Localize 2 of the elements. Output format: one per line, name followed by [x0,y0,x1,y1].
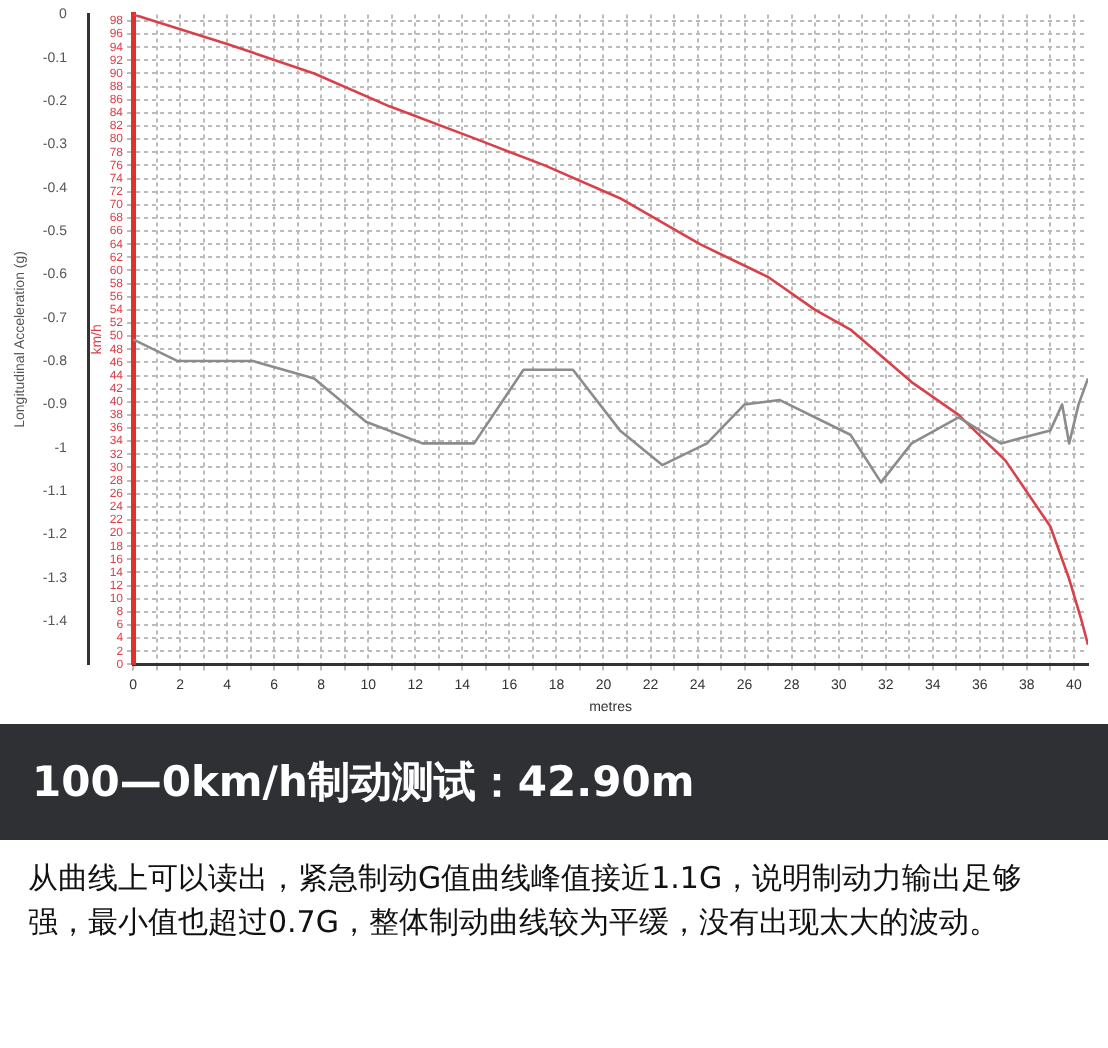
text: 100—0km/h制动测试：42.90m [0,724,1108,840]
text: 从曲线上可以读出，紧急制动G值曲线峰值接近1.1G，说明制动力输出足够强，最小值也超过0.7G，整体制动曲线较为平缓，没有出现太大的波动。 [26,858,1025,944]
